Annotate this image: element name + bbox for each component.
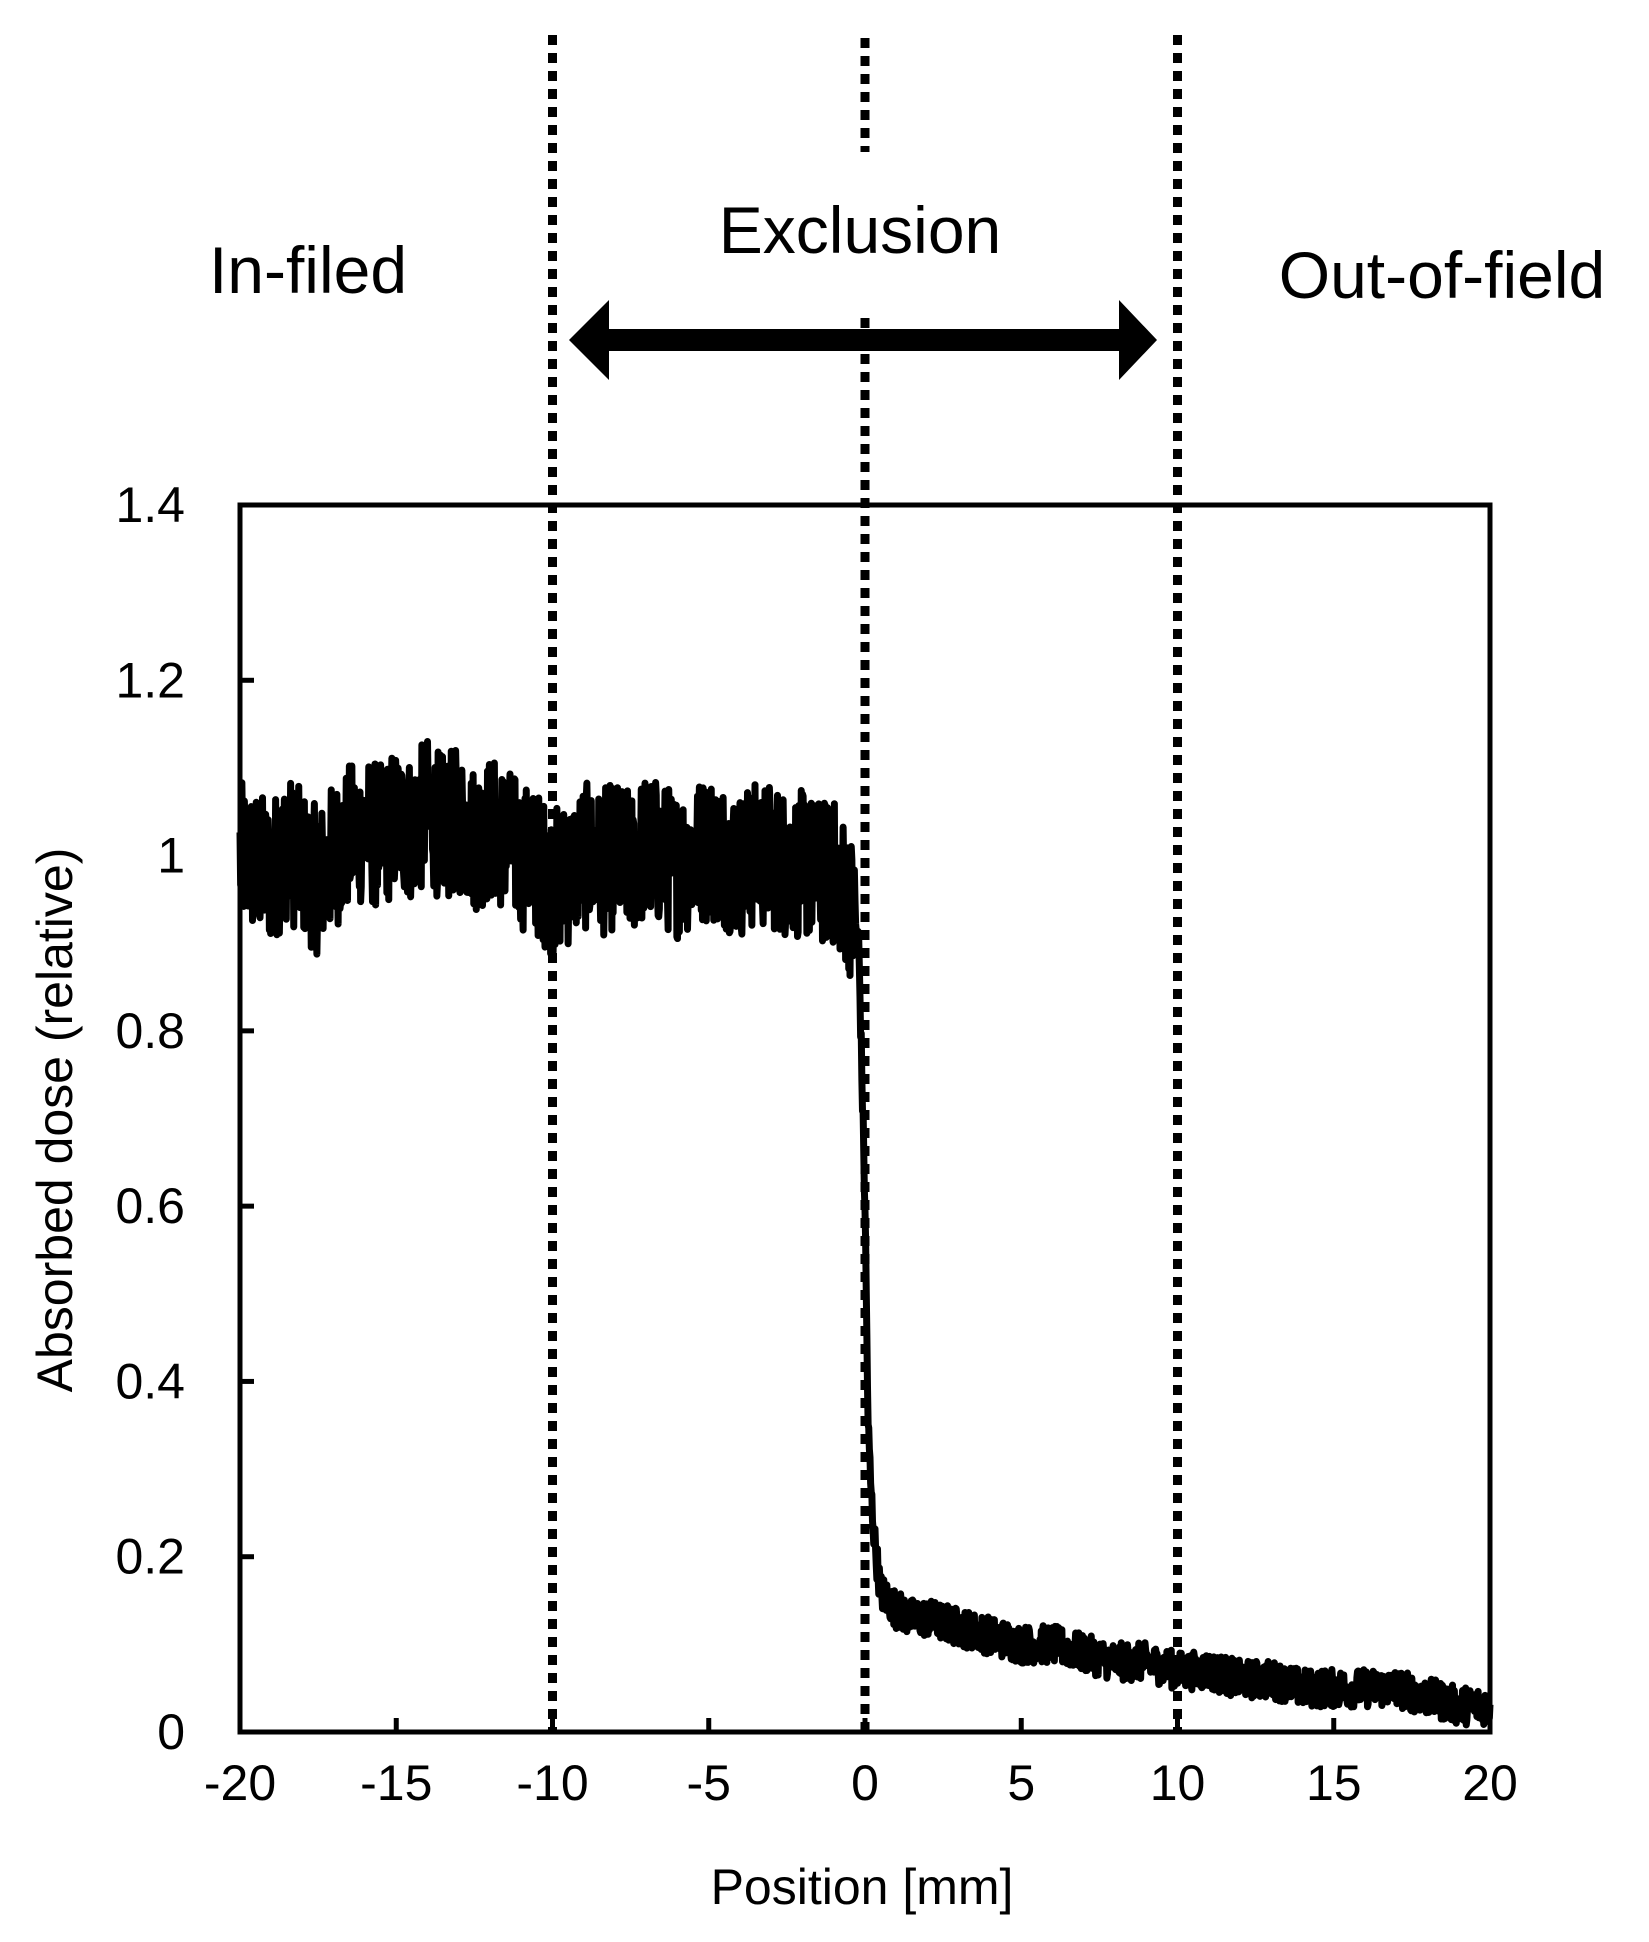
y-tick-label: 0.6 — [115, 1178, 185, 1234]
exclusion-double-arrow — [569, 300, 1157, 380]
series-line-0 — [236, 738, 1494, 1729]
data-layer — [236, 738, 1494, 1729]
y-tick-label: 0.4 — [115, 1353, 185, 1409]
x-tick-label: 5 — [1007, 1755, 1035, 1811]
x-axis-label: Position [mm] — [711, 1859, 1014, 1915]
vlines-layer — [548, 35, 1182, 1732]
x-tick-label: -10 — [516, 1755, 588, 1811]
y-tick-label: 1 — [157, 828, 185, 884]
y-tick-label: 1.2 — [115, 652, 185, 708]
ticks-layer: -20 -15 -10 -5 0 5 10 15 20 0 0.2 0.4 0.6 0.8 1 1.2 1.4 — [115, 477, 1517, 1811]
labels-layer: Position [mm] Absorbed dose (relative) — [27, 848, 1013, 1915]
x-tick-label: -20 — [204, 1755, 276, 1811]
y-tick-label: 1.4 — [115, 477, 185, 533]
annotation-out-of-field: Out-of-field — [1279, 238, 1605, 312]
y-tick-label: 0.2 — [115, 1529, 185, 1585]
y-tick-label: 0.8 — [115, 1003, 185, 1059]
x-tick-label: 15 — [1306, 1755, 1362, 1811]
y-axis-label: Absorbed dose (relative) — [27, 848, 83, 1393]
y-tick-label: 0 — [157, 1704, 185, 1760]
x-tick-label: -5 — [687, 1755, 731, 1811]
annotation-layer: In-filed Exclusion Out-of-field — [209, 193, 1605, 380]
x-tick-label: 20 — [1462, 1755, 1518, 1811]
annotation-in-field: In-filed — [209, 233, 407, 307]
annotation-exclusion: Exclusion — [719, 193, 1001, 267]
x-tick-label: -15 — [360, 1755, 432, 1811]
x-tick-label: 0 — [851, 1755, 879, 1811]
x-tick-label: 10 — [1150, 1755, 1206, 1811]
